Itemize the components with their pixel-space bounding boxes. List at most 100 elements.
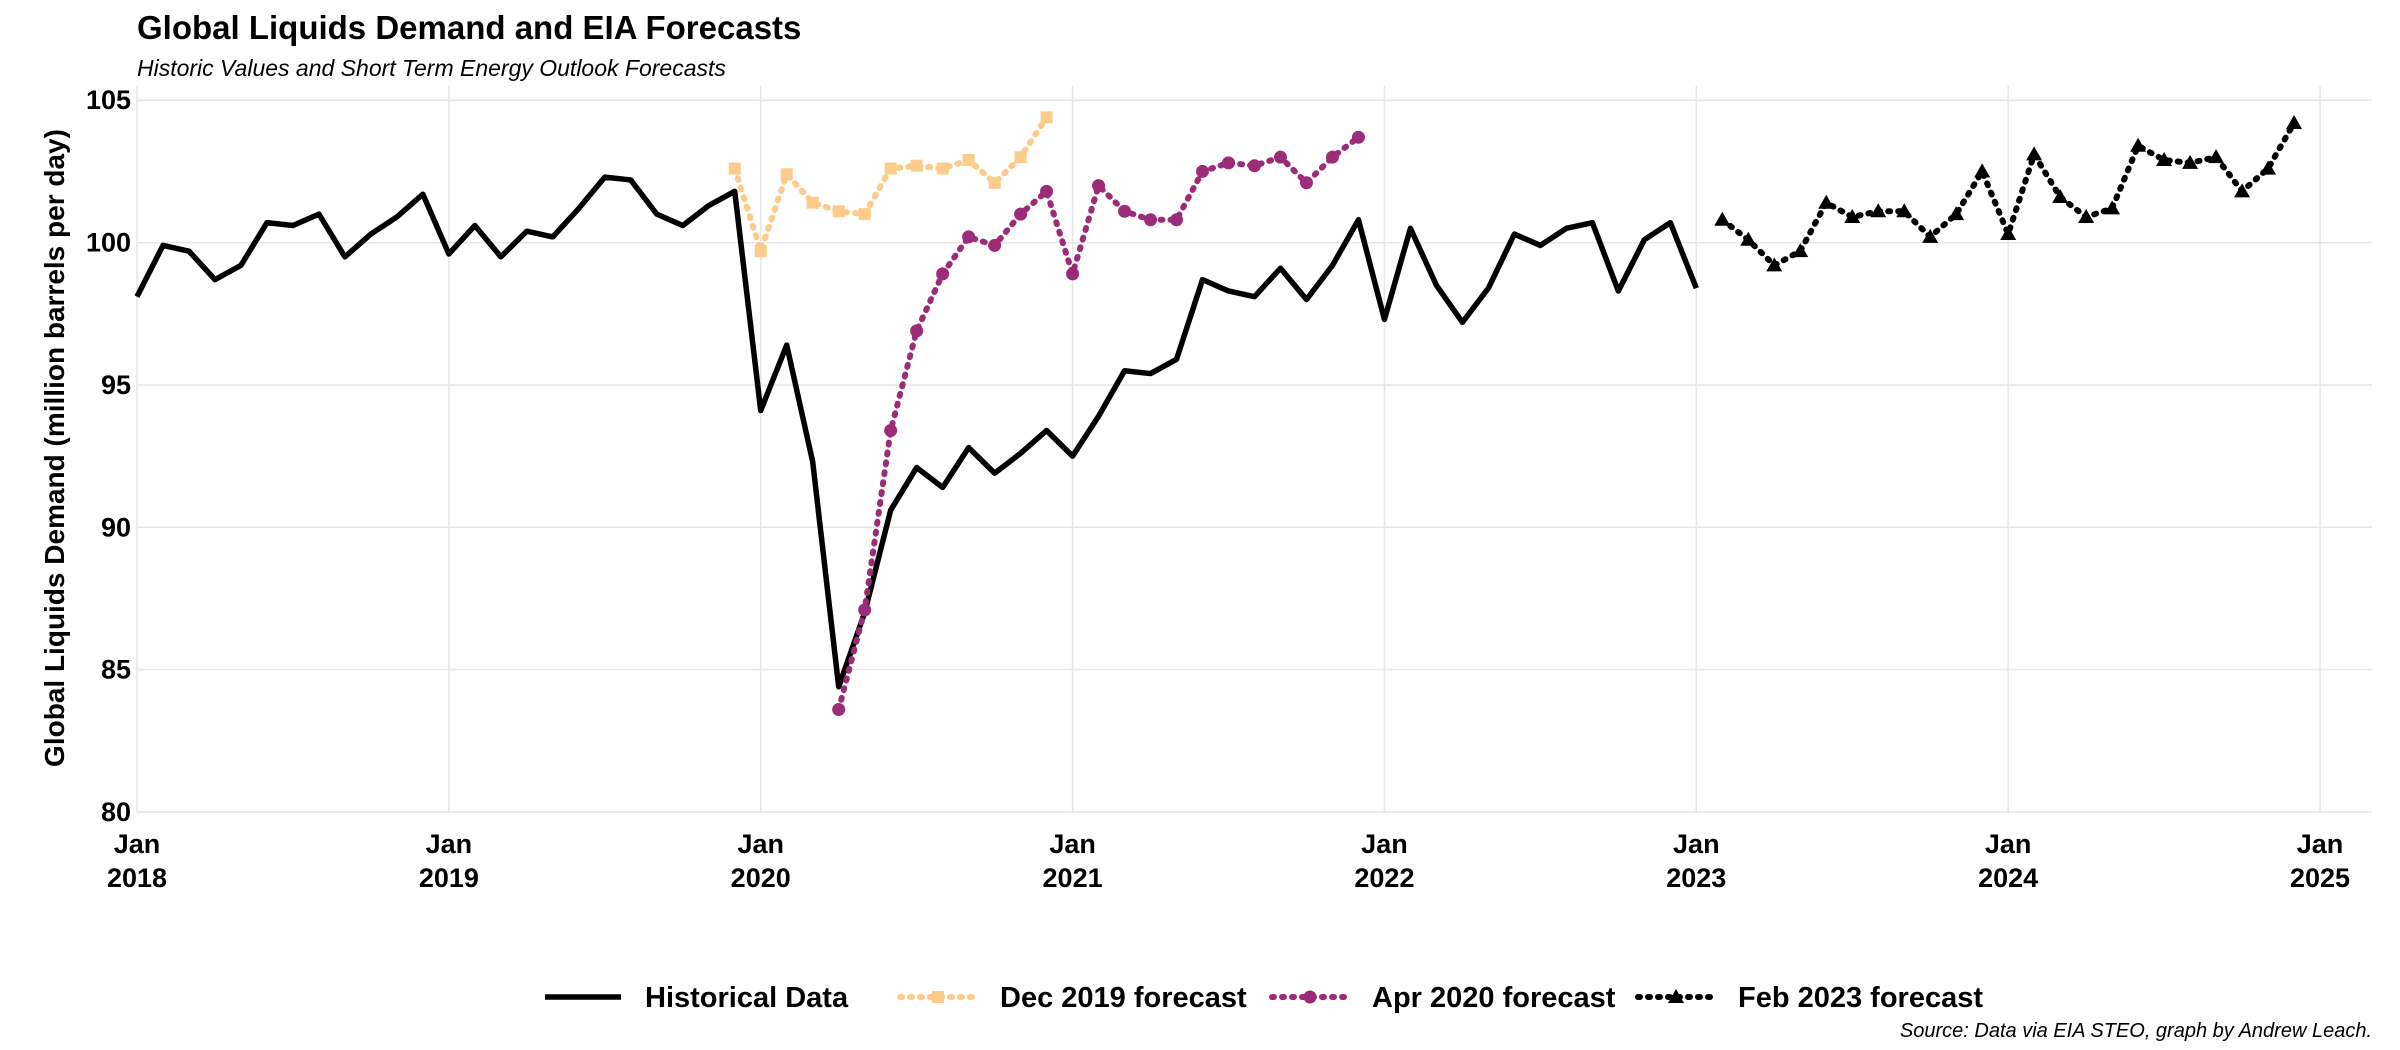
data-point-3-20 xyxy=(2234,183,2251,198)
legend-marker-3 xyxy=(1668,989,1684,1003)
data-point-2-20 xyxy=(1351,130,1365,144)
legend-marker-1 xyxy=(932,991,944,1003)
legend-label-1: Dec 2019 forecast xyxy=(1000,982,1247,1014)
data-point-3-22 xyxy=(2286,115,2303,130)
y-tick-label-1: 85 xyxy=(101,655,131,685)
legend-marker-2 xyxy=(1303,990,1317,1004)
data-point-2-3 xyxy=(910,324,924,338)
series-line-2 xyxy=(835,134,1362,713)
data-point-2-19 xyxy=(1325,150,1339,164)
data-point-1-8 xyxy=(936,162,949,175)
data-point-3-8 xyxy=(1922,228,1939,243)
data-point-3-15 xyxy=(2104,200,2121,215)
x-tick-month-7: Jan xyxy=(2297,829,2344,859)
x-tick-month-2: Jan xyxy=(737,829,784,859)
series-3 xyxy=(1714,115,2303,272)
x-tick-year-4: 2022 xyxy=(1354,863,1414,893)
data-point-3-10 xyxy=(1974,163,1991,178)
data-point-3-17 xyxy=(2156,152,2173,167)
chart-caption: Source: Data via EIA STEO, graph by Andr… xyxy=(1900,1020,2372,1042)
data-point-1-6 xyxy=(884,162,897,175)
data-point-1-10 xyxy=(988,176,1001,189)
x-tick-year-3: 2021 xyxy=(1043,863,1103,893)
data-point-3-14 xyxy=(2078,208,2095,223)
legend-item-0: Historical Data xyxy=(545,982,849,1014)
data-point-1-2 xyxy=(780,168,793,181)
data-point-1-1 xyxy=(754,245,767,258)
data-point-3-16 xyxy=(2130,137,2147,152)
x-tick-month-5: Jan xyxy=(1673,829,1720,859)
data-point-2-7 xyxy=(1014,207,1028,221)
data-point-2-6 xyxy=(988,238,1002,252)
series-0 xyxy=(134,174,1699,690)
x-tick-year-2: 2020 xyxy=(731,863,791,893)
data-point-1-4 xyxy=(832,205,845,218)
chart-title: Global Liquids Demand and EIA Forecasts xyxy=(137,9,801,46)
x-tick-month-0: Jan xyxy=(114,829,161,859)
y-tick-label-4: 100 xyxy=(86,228,131,258)
data-point-1-0 xyxy=(728,162,741,175)
grid xyxy=(136,86,2372,813)
legend-label-3: Feb 2023 forecast xyxy=(1738,982,1983,1014)
data-point-3-1 xyxy=(1740,231,1757,246)
data-point-3-19 xyxy=(2208,149,2225,164)
x-tick-month-4: Jan xyxy=(1361,829,1408,859)
data-point-2-5 xyxy=(962,230,976,244)
data-point-2-12 xyxy=(1144,213,1158,227)
y-tick-label-2: 90 xyxy=(101,512,131,542)
y-tick-label-5: 105 xyxy=(86,85,131,115)
data-point-2-14 xyxy=(1196,164,1210,178)
legend: Historical Data Dec 2019 forecast Apr 2020… xyxy=(545,982,1983,1014)
x-tick-year-0: 2018 xyxy=(107,863,167,893)
data-point-3-0 xyxy=(1714,211,1731,226)
y-tick-label-0: 80 xyxy=(101,797,131,827)
x-tick-month-1: Jan xyxy=(426,829,473,859)
data-point-1-11 xyxy=(1014,151,1027,164)
data-point-3-11 xyxy=(2000,226,2017,241)
legend-label-2: Apr 2020 forecast xyxy=(1372,982,1616,1014)
data-point-3-21 xyxy=(2260,160,2277,175)
data-point-1-9 xyxy=(962,154,975,167)
data-point-2-10 xyxy=(1092,179,1106,193)
data-point-2-13 xyxy=(1170,213,1184,227)
series-1 xyxy=(728,111,1053,258)
data-point-3-18 xyxy=(2182,154,2199,169)
data-point-2-2 xyxy=(884,423,898,437)
data-point-2-8 xyxy=(1040,184,1054,198)
data-point-3-6 xyxy=(1870,203,1887,218)
series-2 xyxy=(832,130,1365,717)
x-tick-year-5: 2023 xyxy=(1666,863,1726,893)
data-point-3-2 xyxy=(1766,257,1783,272)
data-point-3-13 xyxy=(2052,189,2069,204)
series-line-0 xyxy=(134,174,1699,690)
data-point-3-12 xyxy=(2026,146,2043,161)
series-layer xyxy=(134,111,2303,717)
data-point-2-18 xyxy=(1299,176,1313,190)
data-point-1-12 xyxy=(1040,111,1053,124)
data-point-3-7 xyxy=(1896,203,1913,218)
data-point-2-17 xyxy=(1273,150,1287,164)
chart-subtitle: Historic Values and Short Term Energy Ou… xyxy=(137,55,726,81)
data-point-2-4 xyxy=(936,267,950,281)
legend-item-3: Feb 2023 forecast xyxy=(1635,982,1983,1014)
data-point-1-7 xyxy=(910,159,923,172)
legend-item-1: Dec 2019 forecast xyxy=(897,982,1247,1014)
x-tick-month-3: Jan xyxy=(1049,829,1096,859)
data-point-2-11 xyxy=(1118,204,1132,218)
data-point-2-16 xyxy=(1248,159,1261,173)
data-point-2-0 xyxy=(832,703,846,717)
x-tick-year-6: 2024 xyxy=(1978,863,2038,893)
x-tick-year-7: 2025 xyxy=(2290,863,2350,893)
y-axis-title: Global Liquids Demand (million barrels p… xyxy=(39,129,70,767)
data-point-1-5 xyxy=(858,208,871,221)
y-tick-label-3: 95 xyxy=(101,370,131,400)
legend-item-2: Apr 2020 forecast xyxy=(1269,982,1616,1014)
data-point-2-15 xyxy=(1222,156,1236,170)
data-point-3-5 xyxy=(1844,208,1861,223)
data-point-3-9 xyxy=(1948,206,1965,221)
data-point-3-3 xyxy=(1792,243,1809,258)
data-point-2-9 xyxy=(1066,267,1080,281)
x-tick-month-6: Jan xyxy=(1985,829,2032,859)
axis-labels: 80 85 90 95 100 105 Jan 2018 Jan 2019 Jan 2020 Jan 20… xyxy=(86,85,2350,893)
